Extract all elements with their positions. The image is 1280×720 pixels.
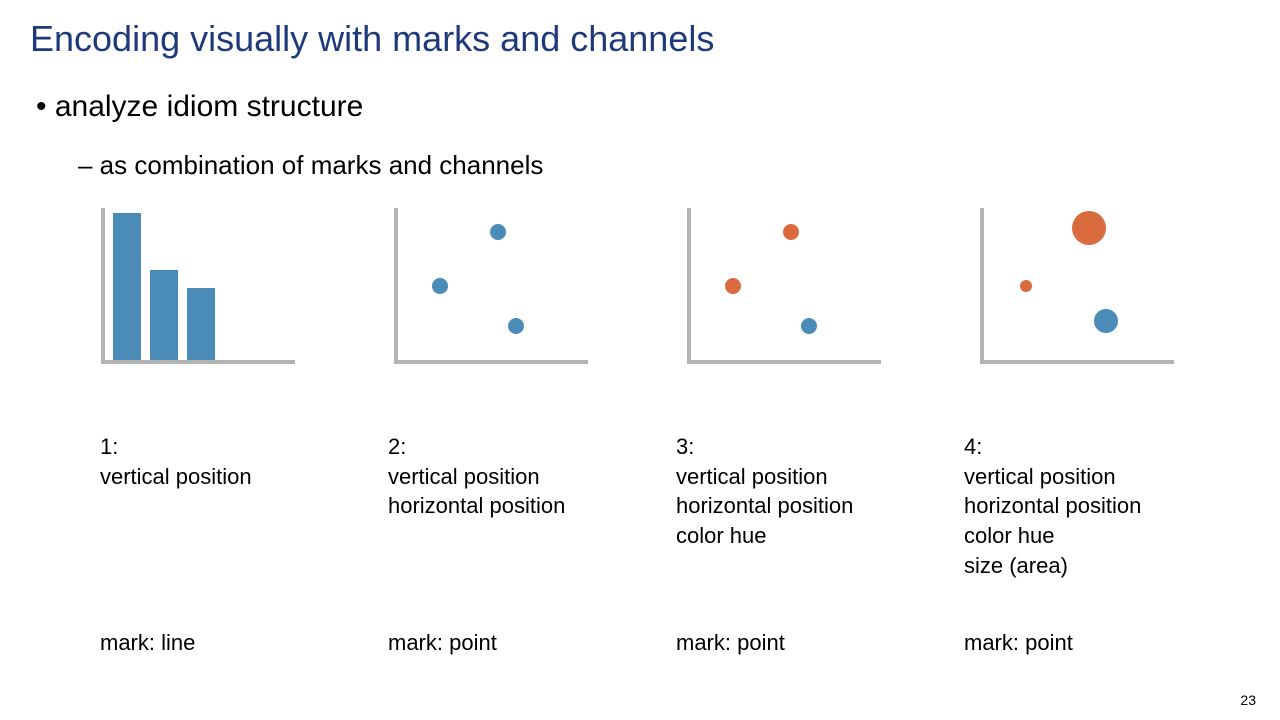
point — [801, 318, 817, 334]
label-line: horizontal position — [388, 491, 676, 521]
label-line: size (area) — [964, 551, 1252, 581]
point — [1020, 280, 1032, 292]
labels-row: 1:vertical position2:vertical positionho… — [100, 432, 1252, 580]
axis-y — [687, 208, 691, 362]
bar — [150, 270, 178, 360]
point — [783, 224, 799, 240]
label-column-2: 2:vertical positionhorizontal position — [388, 432, 676, 580]
label-column-1: 1:vertical position — [100, 432, 388, 580]
mark-row: mark: linemark: pointmark: pointmark: po… — [100, 630, 1252, 656]
axis-y — [101, 208, 105, 362]
mini-chart-3 — [681, 208, 881, 364]
label-line: vertical position — [964, 462, 1252, 492]
label-number: 2: — [388, 432, 676, 462]
point — [1094, 309, 1118, 333]
axis-x — [394, 360, 588, 364]
label-line: vertical position — [388, 462, 676, 492]
point — [1072, 211, 1106, 245]
label-line: vertical position — [676, 462, 964, 492]
label-line: vertical position — [100, 462, 388, 492]
mini-chart-2 — [388, 208, 588, 364]
point — [490, 224, 506, 240]
label-line: color hue — [964, 521, 1252, 551]
bar — [187, 288, 215, 360]
mark-label-3: mark: point — [676, 630, 964, 656]
label-line: horizontal position — [964, 491, 1252, 521]
label-column-4: 4:vertical positionhorizontal positionco… — [964, 432, 1252, 580]
mini-chart-1 — [95, 208, 295, 364]
page-number: 23 — [1240, 692, 1256, 708]
mark-label-4: mark: point — [964, 630, 1252, 656]
slide-title: Encoding visually with marks and channel… — [30, 18, 714, 60]
axis-x — [687, 360, 881, 364]
label-number: 1: — [100, 432, 388, 462]
point — [432, 278, 448, 294]
label-number: 4: — [964, 432, 1252, 462]
axis-x — [101, 360, 295, 364]
axis-x — [980, 360, 1174, 364]
axis-y — [980, 208, 984, 362]
label-line: color hue — [676, 521, 964, 551]
point — [725, 278, 741, 294]
mark-label-2: mark: point — [388, 630, 676, 656]
mark-label-1: mark: line — [100, 630, 388, 656]
point — [508, 318, 524, 334]
bullet-level-2: – as combination of marks and channels — [78, 150, 543, 181]
label-number: 3: — [676, 432, 964, 462]
bar — [113, 213, 141, 360]
label-line: horizontal position — [676, 491, 964, 521]
label-column-3: 3:vertical positionhorizontal positionco… — [676, 432, 964, 580]
bullet-level-1: • analyze idiom structure — [36, 90, 363, 124]
axis-y — [394, 208, 398, 362]
charts-row — [95, 208, 1174, 364]
mini-chart-4 — [974, 208, 1174, 364]
